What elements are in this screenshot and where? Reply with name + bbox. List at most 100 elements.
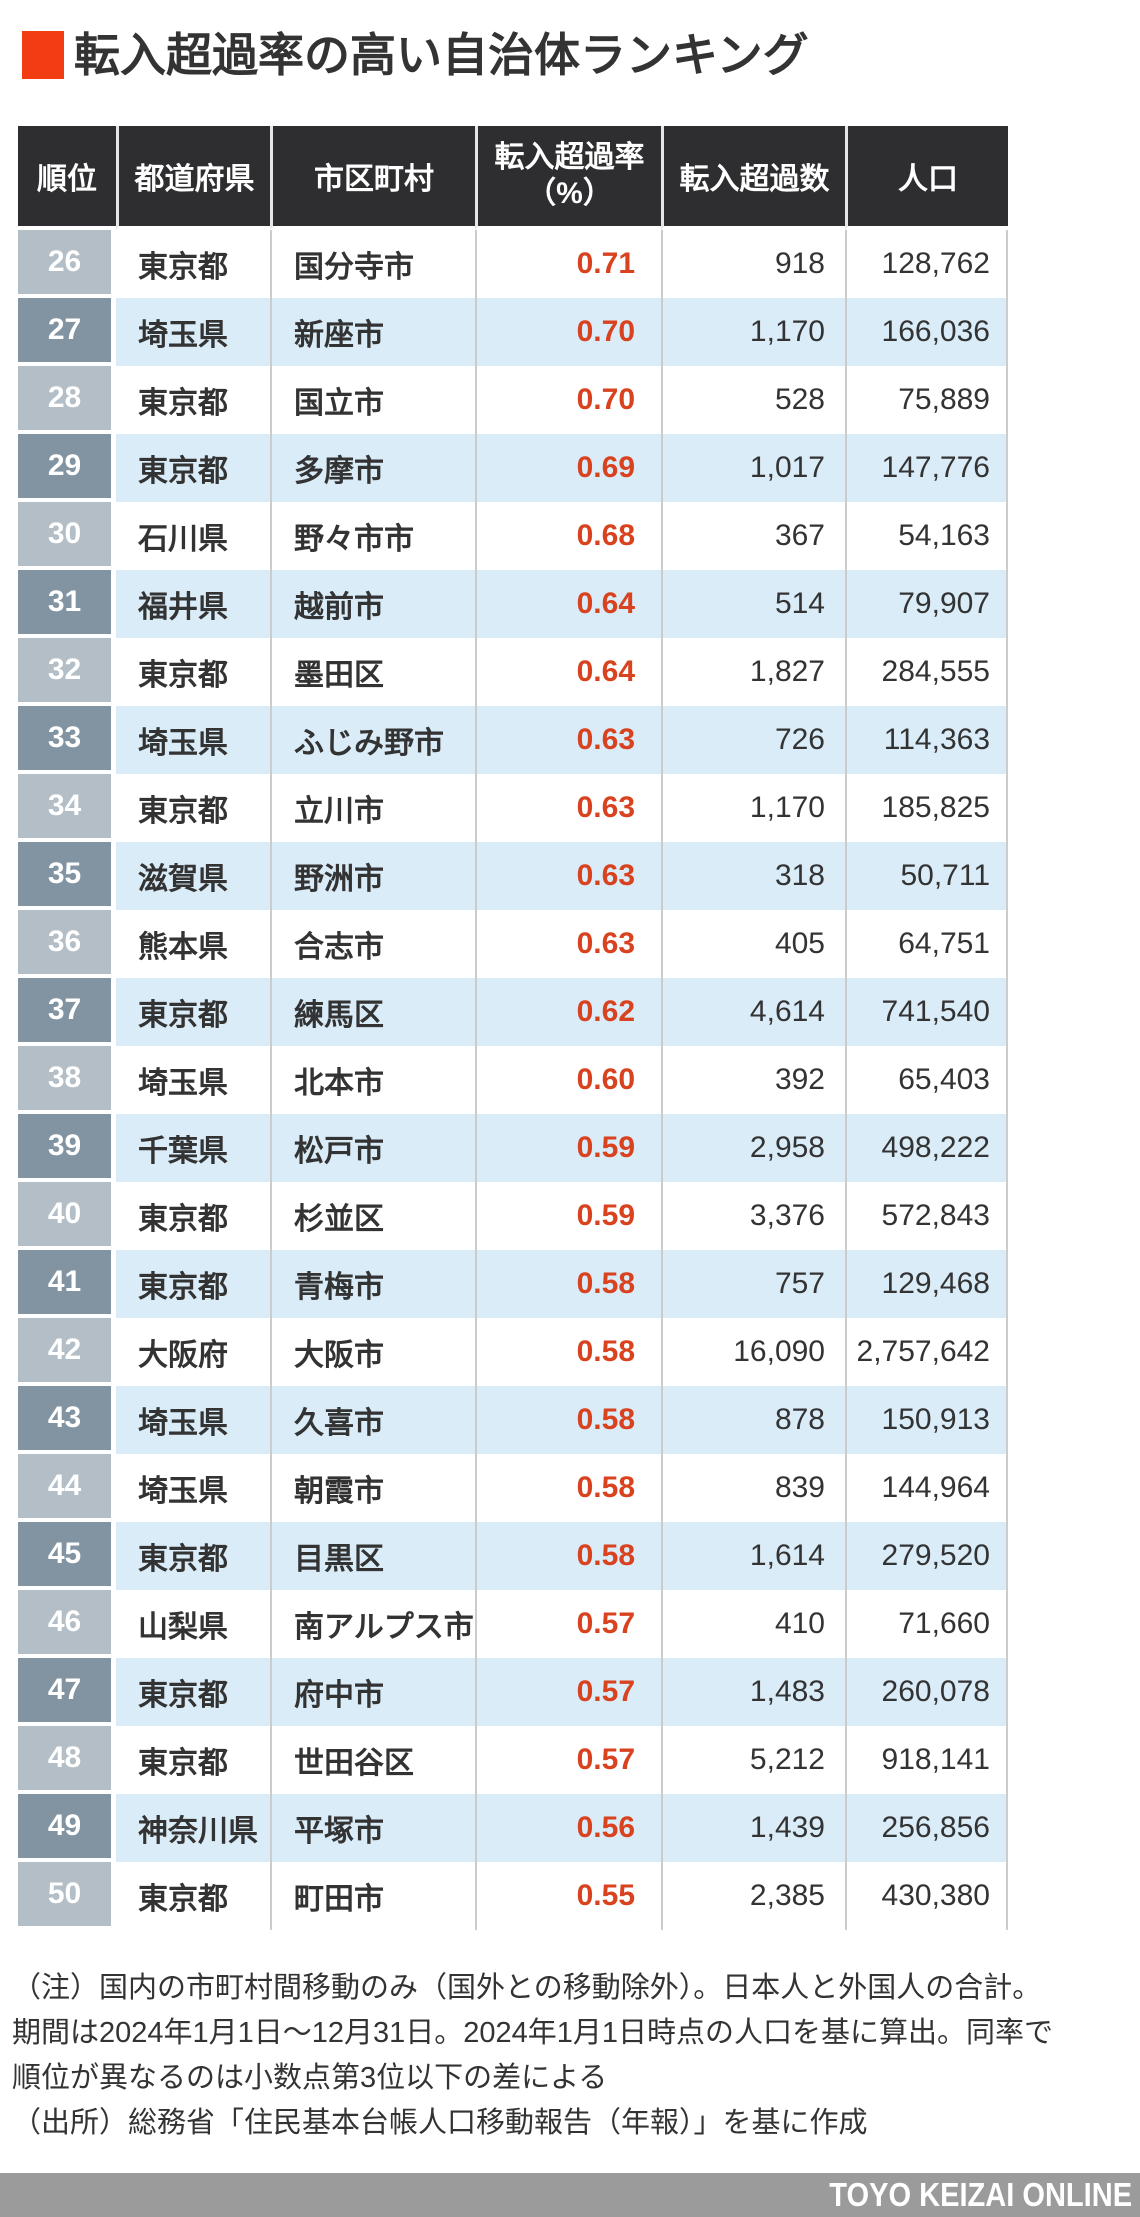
prefecture-cell: 神奈川県: [138, 1815, 258, 1848]
rank-cell: 42: [18, 1318, 116, 1386]
rank-cell: 30: [18, 502, 116, 570]
population-cell: 64,751: [845, 910, 1008, 978]
net-migration-cell: 1,017: [661, 434, 845, 502]
rate-cell: 0.70: [475, 366, 661, 434]
net-migration-cell: 878: [661, 1386, 845, 1454]
net-migration-cell: 16,090: [661, 1318, 845, 1386]
rate-cell: 0.63: [475, 842, 661, 910]
table-row: 39 千葉県 松戸市 0.59 2,958 498,222: [18, 1114, 1008, 1182]
rate-cell: 0.68: [475, 502, 661, 570]
page-title: 転入超過率の高い自治体ランキング: [74, 29, 809, 81]
population-cell: 284,555: [845, 638, 1008, 706]
population-cell: 256,856: [845, 1794, 1008, 1862]
prefecture-cell: 東京都: [138, 999, 228, 1032]
prefecture-cell: 大阪府: [138, 1339, 228, 1372]
population-cell: 2,757,642: [845, 1318, 1008, 1386]
rank-cell: 46: [18, 1590, 116, 1658]
municipality-cell: 久喜市: [270, 1386, 475, 1454]
rate-cell: 0.56: [475, 1794, 661, 1862]
net-migration-cell: 5,212: [661, 1726, 845, 1794]
rate-cell: 0.58: [475, 1250, 661, 1318]
rate-cell: 0.58: [475, 1454, 661, 1522]
rank-cell: 40: [18, 1182, 116, 1250]
table-header: 順位 都道府県 市区町村 転入超過率 （%） 転入超過数 人口: [18, 126, 1008, 230]
prefecture-cell: 石川県: [138, 523, 228, 556]
municipality-cell: 南アルプス市: [270, 1590, 475, 1658]
municipality-cell: ふじみ野市: [270, 706, 475, 774]
rank-cell: 32: [18, 638, 116, 706]
population-cell: 185,825: [845, 774, 1008, 842]
rank-cell: 48: [18, 1726, 116, 1794]
rate-cell: 0.63: [475, 706, 661, 774]
rate-cell: 0.58: [475, 1522, 661, 1590]
prefecture-cell: 埼玉県: [138, 319, 228, 352]
municipality-cell: 合志市: [270, 910, 475, 978]
brand-bar: TOYO KEIZAI ONLINE: [0, 2173, 1140, 2217]
rate-cell: 0.59: [475, 1114, 661, 1182]
population-cell: 279,520: [845, 1522, 1008, 1590]
rank-cell: 34: [18, 774, 116, 842]
prefecture-cell: 福井県: [138, 591, 228, 624]
municipality-cell: 世田谷区: [270, 1726, 475, 1794]
rate-cell: 0.64: [475, 570, 661, 638]
municipality-cell: 平塚市: [270, 1794, 475, 1862]
source-line: （出所）総務省「住民基本台帳人口移動報告（年報）」を基に作成: [12, 2107, 868, 2139]
population-cell: 65,403: [845, 1046, 1008, 1114]
ranking-table: 順位 都道府県 市区町村 転入超過率 （%） 転入超過数 人口 26 東京都 国…: [18, 126, 1008, 1930]
table-row: 26 東京都 国分寺市 0.71 918 128,762: [18, 230, 1008, 298]
rank-cell: 39: [18, 1114, 116, 1182]
header-rate: 転入超過率 （%）: [475, 126, 661, 230]
population-cell: 918,141: [845, 1726, 1008, 1794]
table-row: 46 山梨県 南アルプス市 0.57 410 71,660: [18, 1590, 1008, 1658]
municipality-cell: 国分寺市: [270, 230, 475, 298]
rate-cell: 0.60: [475, 1046, 661, 1114]
table-row: 27 埼玉県 新座市 0.70 1,170 166,036: [18, 298, 1008, 366]
table-row: 30 石川県 野々市市 0.68 367 54,163: [18, 502, 1008, 570]
table-row: 40 東京都 杉並区 0.59 3,376 572,843: [18, 1182, 1008, 1250]
population-cell: 54,163: [845, 502, 1008, 570]
rank-cell: 49: [18, 1794, 116, 1862]
rate-cell: 0.57: [475, 1658, 661, 1726]
rate-cell: 0.57: [475, 1726, 661, 1794]
prefecture-cell: 東京都: [138, 1203, 228, 1236]
net-migration-cell: 2,385: [661, 1862, 845, 1930]
municipality-cell: 町田市: [270, 1862, 475, 1930]
note-line: 期間は2024年1月1日〜12月31日。2024年1月1日時点の人口を基に算出。…: [12, 2017, 1054, 2049]
population-cell: 129,468: [845, 1250, 1008, 1318]
net-migration-cell: 3,376: [661, 1182, 845, 1250]
municipality-cell: 新座市: [270, 298, 475, 366]
header-prefecture: 都道府県: [116, 126, 270, 230]
net-migration-cell: 1,170: [661, 774, 845, 842]
rate-cell: 0.70: [475, 298, 661, 366]
rank-cell: 31: [18, 570, 116, 638]
prefecture-cell: 熊本県: [138, 931, 228, 964]
municipality-cell: 目黒区: [270, 1522, 475, 1590]
table-row: 34 東京都 立川市 0.63 1,170 185,825: [18, 774, 1008, 842]
municipality-cell: 墨田区: [270, 638, 475, 706]
municipality-cell: 杉並区: [270, 1182, 475, 1250]
table-row: 35 滋賀県 野洲市 0.63 318 50,711: [18, 842, 1008, 910]
municipality-cell: 府中市: [270, 1658, 475, 1726]
rate-cell: 0.57: [475, 1590, 661, 1658]
prefecture-cell: 埼玉県: [138, 1067, 228, 1100]
header-row: 順位 都道府県 市区町村 転入超過率 （%） 転入超過数 人口: [18, 126, 1008, 230]
population-cell: 75,889: [845, 366, 1008, 434]
population-cell: 147,776: [845, 434, 1008, 502]
table-row: 45 東京都 目黒区 0.58 1,614 279,520: [18, 1522, 1008, 1590]
table-row: 31 福井県 越前市 0.64 514 79,907: [18, 570, 1008, 638]
population-cell: 150,913: [845, 1386, 1008, 1454]
note-line: 順位が異なるのは小数点第3位以下の差による: [12, 2062, 608, 2094]
prefecture-cell: 千葉県: [138, 1135, 228, 1168]
rank-cell: 41: [18, 1250, 116, 1318]
rank-cell: 35: [18, 842, 116, 910]
rate-cell: 0.55: [475, 1862, 661, 1930]
rank-cell: 37: [18, 978, 116, 1046]
municipality-cell: 野々市市: [270, 502, 475, 570]
net-migration-cell: 757: [661, 1250, 845, 1318]
net-migration-cell: 514: [661, 570, 845, 638]
municipality-cell: 野洲市: [270, 842, 475, 910]
net-migration-cell: 367: [661, 502, 845, 570]
prefecture-cell: 埼玉県: [138, 727, 228, 760]
rank-cell: 44: [18, 1454, 116, 1522]
net-migration-cell: 1,827: [661, 638, 845, 706]
